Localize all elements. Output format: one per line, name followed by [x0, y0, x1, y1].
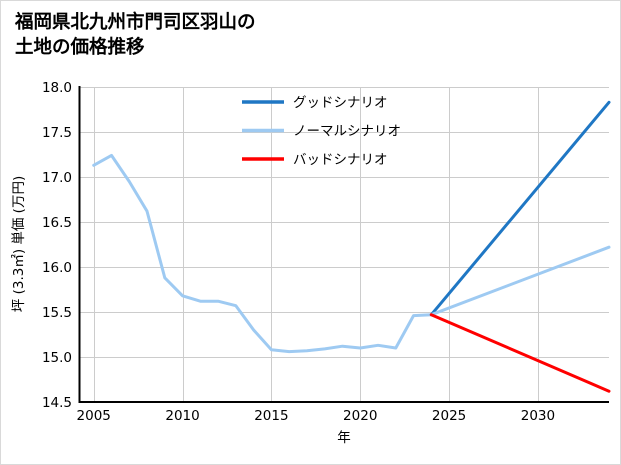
x-tick-label: 2020 — [343, 408, 377, 424]
y-tick-label: 17.0 — [42, 170, 72, 186]
x-axis-tick-labels: 2005 2010 2015 2020 2025 2030 — [77, 408, 556, 424]
x-tick-label: 2015 — [254, 408, 288, 424]
y-tick-label: 16.0 — [42, 260, 72, 276]
x-axis-title: 年 — [337, 430, 351, 446]
y-axis-tick-labels: 14.5 15.0 15.5 16.0 16.5 17.0 17.5 18.0 — [42, 80, 72, 411]
axis-spines — [78, 86, 609, 404]
series-group — [92, 100, 611, 393]
y-tick-label: 16.5 — [42, 215, 72, 231]
series-line-グッドシナリオ — [429, 100, 611, 317]
y-tick-label: 15.5 — [42, 305, 72, 321]
series-line-ノーマルシナリオ — [92, 153, 433, 354]
x-tick-label: 2005 — [77, 408, 111, 424]
gridlines-group — [79, 87, 609, 403]
x-tick-label: 2010 — [165, 408, 199, 424]
y-axis-title: 坪 (3.3㎡) 単価 (万円) — [11, 176, 27, 312]
page-title: 福岡県北九州市門司区羽山の 土地の価格推移 — [15, 11, 256, 57]
legend-label-ノーマルシナリオ: ノーマルシナリオ — [293, 124, 401, 140]
x-tick-label: 2030 — [521, 408, 555, 424]
series-line-バッドシナリオ — [429, 313, 611, 393]
y-tick-label: 14.5 — [42, 395, 72, 411]
y-tick-label: 15.0 — [42, 350, 72, 366]
legend-label-グッドシナリオ: グッドシナリオ — [293, 95, 388, 111]
series-line-ノーマルシナリオ — [429, 245, 611, 317]
y-tick-label: 18.0 — [42, 80, 72, 96]
x-tick-label: 2025 — [432, 408, 466, 424]
y-tick-label: 17.5 — [42, 125, 72, 141]
legend-label-バッドシナリオ: バッドシナリオ — [293, 152, 388, 168]
